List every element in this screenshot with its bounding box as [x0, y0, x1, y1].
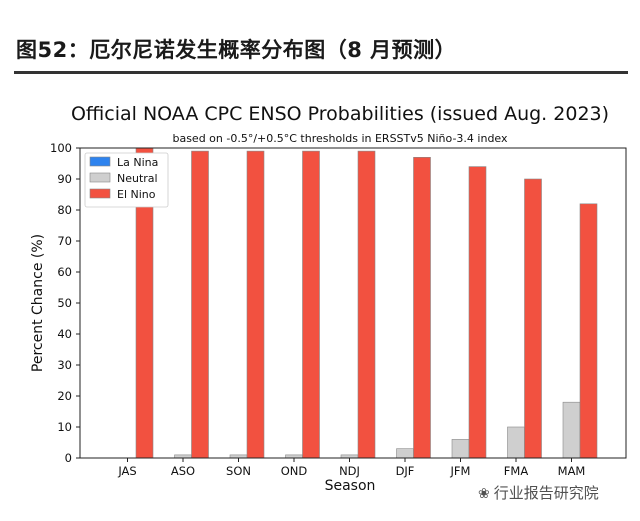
y-tick-label: 10	[57, 420, 72, 434]
y-tick-label: 100	[50, 141, 72, 155]
y-tick-label: 90	[57, 172, 72, 186]
bar-el-nino-fma	[524, 178, 542, 459]
watermark: ❀ 行业报告研究院	[478, 482, 599, 503]
y-axis-title: Percent Chance (%)	[30, 234, 46, 372]
y-tick-label: 30	[57, 358, 72, 372]
y-tick-label: 0	[65, 451, 72, 465]
bar-el-nino-ond	[302, 150, 320, 459]
watermark-text: 行业报告研究院	[493, 484, 599, 502]
bar-el-nino-djf	[413, 157, 431, 459]
x-tick-label: SON	[226, 464, 251, 478]
bar-el-nino-ndj	[357, 150, 376, 459]
x-tick-label: FMA	[504, 464, 529, 478]
x-tick-label: ASO	[171, 464, 195, 478]
bar-neutral-fma	[507, 426, 525, 459]
plot-frame	[79, 147, 627, 459]
x-tick-label: OND	[281, 464, 308, 478]
x-tick-label: MAM	[558, 464, 586, 478]
bar-neutral-djf	[396, 448, 414, 459]
heading-divider	[14, 71, 628, 74]
legend-swatch-neutral	[89, 172, 111, 183]
legend-swatch-el-nino	[89, 188, 111, 199]
bar-el-nino-jfm	[468, 166, 487, 459]
y-tick-label: 70	[57, 234, 72, 248]
y-tick-label: 20	[57, 389, 72, 403]
ticks-layer: JAS ASO SON OND NDJ DJF JFM FMA MAM 0 10 20 30 40 50 60…	[50, 141, 585, 478]
legend-swatch-la-nina	[89, 156, 111, 167]
figure-heading: 图52：厄尔尼诺发生概率分布图（8 月预测）	[16, 38, 457, 62]
legend-label: El Nino	[117, 188, 156, 201]
bar-el-nino-mam	[579, 203, 598, 459]
bar-neutral-mam	[562, 401, 581, 459]
x-tick-label: JAS	[117, 464, 136, 478]
wechat-icon: ❀	[478, 486, 490, 502]
y-tick-label: 80	[57, 203, 72, 217]
legend-label: Neutral	[117, 172, 158, 185]
bar-el-nino-aso	[191, 150, 209, 459]
x-axis-title: Season	[325, 478, 376, 494]
chart-subtitle: based on -0.5°/+0.5°C thresholds in ERSS…	[172, 132, 508, 145]
y-tick-label: 50	[57, 296, 72, 310]
y-tick-label: 40	[57, 327, 72, 341]
chart-title: Official NOAA CPC ENSO Probabilities (is…	[71, 103, 609, 125]
y-tick-label: 60	[57, 265, 72, 279]
legend-label: La Nina	[117, 156, 158, 169]
x-tick-label: JFM	[450, 464, 471, 478]
legend: La Nina Neutral El Nino	[84, 152, 169, 208]
x-tick-label: DJF	[396, 464, 415, 478]
bar-el-nino-son	[246, 150, 265, 459]
bars-layer	[135, 147, 598, 459]
x-tick-label: NDJ	[339, 464, 360, 478]
bar-neutral-jfm	[451, 439, 470, 459]
